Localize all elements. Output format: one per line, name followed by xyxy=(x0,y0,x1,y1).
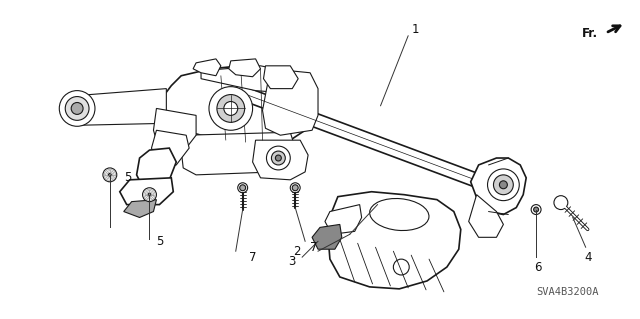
Text: 4: 4 xyxy=(584,251,591,263)
Circle shape xyxy=(71,102,83,115)
Circle shape xyxy=(488,169,519,201)
Polygon shape xyxy=(325,204,362,234)
Circle shape xyxy=(65,97,89,120)
Polygon shape xyxy=(136,148,176,185)
Polygon shape xyxy=(264,66,298,89)
Circle shape xyxy=(493,175,513,195)
Polygon shape xyxy=(328,192,461,289)
Polygon shape xyxy=(124,200,156,218)
Circle shape xyxy=(394,259,409,275)
Polygon shape xyxy=(154,108,196,150)
Polygon shape xyxy=(470,158,526,214)
Polygon shape xyxy=(229,59,260,77)
Polygon shape xyxy=(262,69,318,135)
Text: 7: 7 xyxy=(310,241,317,254)
Circle shape xyxy=(148,193,151,196)
Polygon shape xyxy=(152,130,189,168)
Polygon shape xyxy=(181,132,295,175)
Circle shape xyxy=(266,146,291,170)
Text: 5: 5 xyxy=(156,235,164,248)
Text: SVA4B3200A: SVA4B3200A xyxy=(536,287,599,297)
Text: Fr.: Fr. xyxy=(581,26,598,40)
Polygon shape xyxy=(77,89,166,125)
Ellipse shape xyxy=(370,198,429,231)
Circle shape xyxy=(275,155,282,161)
Circle shape xyxy=(60,91,95,126)
Circle shape xyxy=(534,207,539,212)
Circle shape xyxy=(237,183,248,193)
Polygon shape xyxy=(193,59,221,76)
Circle shape xyxy=(292,185,298,191)
Circle shape xyxy=(108,174,111,176)
Polygon shape xyxy=(234,84,491,191)
Circle shape xyxy=(217,94,244,122)
Polygon shape xyxy=(120,178,173,204)
Circle shape xyxy=(499,181,508,189)
Polygon shape xyxy=(154,66,310,145)
Circle shape xyxy=(103,168,116,182)
Circle shape xyxy=(554,196,568,210)
Circle shape xyxy=(271,151,285,165)
Text: 3: 3 xyxy=(288,255,295,268)
Text: 1: 1 xyxy=(411,23,419,36)
Circle shape xyxy=(531,204,541,214)
Polygon shape xyxy=(201,66,285,93)
Circle shape xyxy=(240,185,246,191)
Text: 6: 6 xyxy=(534,261,542,274)
Text: 5: 5 xyxy=(124,171,131,184)
Polygon shape xyxy=(312,225,342,249)
Circle shape xyxy=(209,87,253,130)
Circle shape xyxy=(291,183,300,193)
Circle shape xyxy=(143,188,156,202)
Polygon shape xyxy=(468,195,504,237)
Circle shape xyxy=(224,101,237,115)
Text: 7: 7 xyxy=(248,251,256,263)
Text: 2: 2 xyxy=(292,245,300,258)
Polygon shape xyxy=(253,140,308,180)
